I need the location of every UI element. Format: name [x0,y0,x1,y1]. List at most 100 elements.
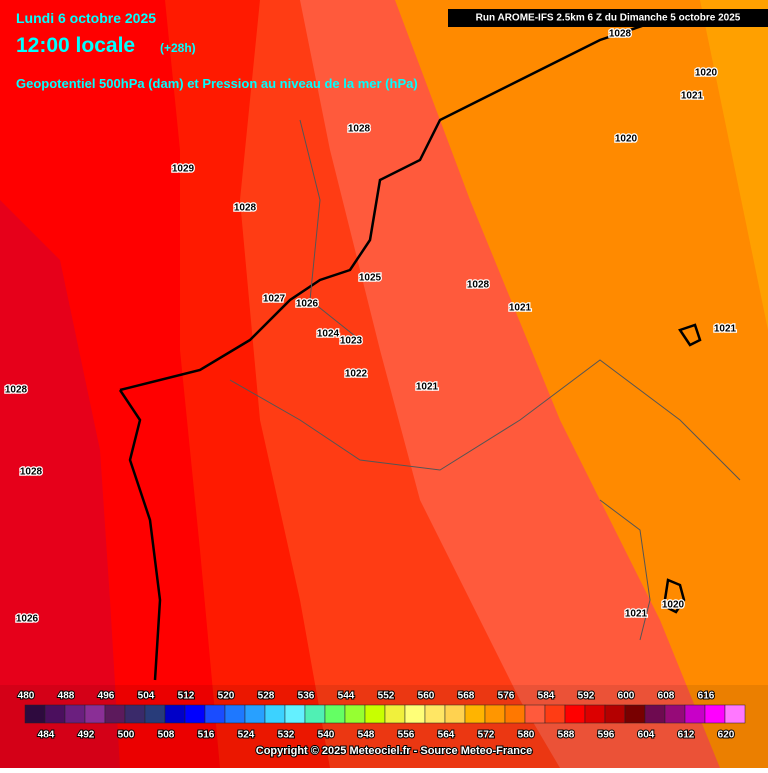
legend-swatch [384,704,406,724]
time: 12:00 locale [16,34,135,57]
legend-label: 576 [498,691,515,702]
copyright: Copyright © 2025 Meteociel.fr - Source M… [256,745,532,757]
run-info: Run AROME-IFS 2.5km 6 Z du Dimanche 5 oc… [476,13,741,24]
legend-label: 556 [398,730,415,741]
legend-swatch [304,704,326,724]
legend-swatch [404,704,426,724]
legend-swatch [444,704,466,724]
legend-swatch [644,704,666,724]
pressure-label: 1028 [467,280,490,291]
legend-label: 484 [38,730,55,741]
legend-label: 516 [198,730,215,741]
pressure-label: 1028 [20,467,43,478]
legend-swatch [464,704,486,724]
legend-swatch [724,704,746,724]
legend-label: 560 [418,691,435,702]
legend-swatch [504,704,526,724]
legend-label: 536 [298,691,315,702]
legend-swatch [124,704,146,724]
legend-label: 612 [678,730,695,741]
legend: 480 484 488 492 496 500 504 508 512 516 520 524 528 5… [17,690,746,742]
legend-swatch [164,704,186,724]
pressure-label: 1023 [340,336,363,347]
legend-label: 588 [558,730,575,741]
legend-label: 604 [638,730,655,741]
legend-label: 524 [238,730,255,741]
legend-label: 496 [98,691,115,702]
legend-label: 540 [318,730,335,741]
pressure-label: 1020 [662,600,685,611]
pressure-label: 1022 [345,369,368,380]
legend-label: 532 [278,730,295,741]
legend-swatch [624,704,646,724]
legend-label: 580 [518,730,535,741]
coastline [119,18,661,392]
legend-swatch [684,704,706,724]
pressure-label: 1028 [348,124,371,135]
pressure-label: 1025 [359,273,382,284]
legend-label: 508 [158,730,175,741]
border [229,359,741,481]
legend-label: 500 [118,730,135,741]
legend-swatch [184,704,206,724]
border [299,119,361,341]
legend-label: 564 [438,730,455,741]
pressure-label: 1020 [615,134,638,145]
coastline [662,578,686,614]
legend-swatch [64,704,86,724]
legend-swatch [244,704,266,724]
legend-swatch [264,704,286,724]
coastline [118,389,162,681]
pressure-label: 1021 [625,609,648,620]
pressure-label: 1021 [714,324,737,335]
legend-label: 504 [138,691,155,702]
legend-label: 488 [58,691,75,702]
pressure-label: 1026 [296,299,319,310]
run-box [448,9,768,27]
legend-label: 492 [78,730,95,741]
legend-swatch [224,704,246,724]
legend-swatch [584,704,606,724]
legend-swatch [564,704,586,724]
legend-label: 584 [538,691,555,702]
pressure-label: 1029 [172,164,195,175]
legend-swatch [84,704,106,724]
border [599,499,651,641]
pressure-label: 1024 [317,329,340,340]
pressure-label: 1020 [695,68,718,79]
legend-swatch [44,704,66,724]
legend-label: 592 [578,691,595,702]
legend-label: 608 [658,691,675,702]
legend-swatch [344,704,366,724]
pressure-label: 1028 [609,29,632,40]
legend-label: 552 [378,691,395,702]
legend-label: 568 [458,691,475,702]
legend-label: 596 [598,730,615,741]
legend-label: 512 [178,691,195,702]
pressure-label: 1021 [509,303,532,314]
pressure-label: 1026 [16,614,39,625]
legend-label: 616 [698,691,715,702]
band [0,200,120,768]
pressure-label: 1021 [416,382,439,393]
legend-swatch [544,704,566,724]
legend-swatch [324,704,346,724]
legend-swatch [284,704,306,724]
legend-label: 544 [338,691,355,702]
legend-label: 520 [218,691,235,702]
legend-swatch [204,704,226,724]
legend-label: 572 [478,730,495,741]
legend-label: 600 [618,691,635,702]
legend-swatch [664,704,686,724]
lead-time: (+28h) [160,41,196,55]
legend-swatch [104,704,126,724]
legend-label: 620 [718,730,735,741]
legend-swatch [24,704,46,724]
legend-swatch [704,704,726,724]
borders [229,119,741,641]
legend-swatch [484,704,506,724]
date: Lundi 6 octobre 2025 [16,10,156,26]
coastline [678,323,702,347]
